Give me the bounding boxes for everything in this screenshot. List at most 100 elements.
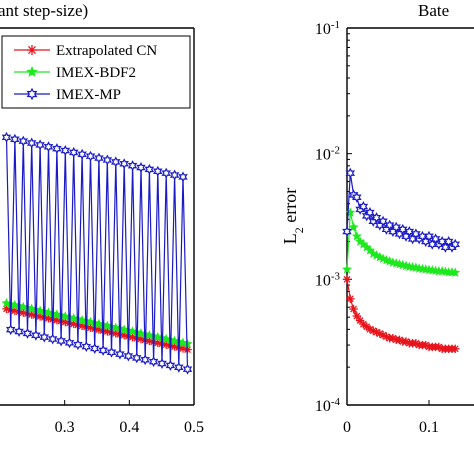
right-y-axis-label: L2 error <box>280 188 306 244</box>
right-chart-panel: Bate 10-110-210-310-4 0 0.1 L2 error <box>280 1 474 436</box>
left-x-tick-label: 0.3 <box>55 419 75 436</box>
left-data-point <box>98 344 108 356</box>
right-data-point <box>434 342 444 352</box>
right-data-point <box>348 221 359 232</box>
left-x-tick-label: 0.5 <box>184 419 204 436</box>
left-data-point <box>43 141 54 153</box>
legend-swatch-marker <box>26 65 38 77</box>
right-data-point <box>372 327 381 337</box>
right-data-point <box>351 231 362 241</box>
left-data-point <box>182 363 193 375</box>
right-data-point <box>352 311 362 321</box>
right-data-point <box>421 340 430 350</box>
legend-label: Extrapolated CN <box>56 43 157 59</box>
left-data-point <box>106 346 117 358</box>
left-data-point <box>161 167 171 179</box>
left-data-point <box>1 131 12 143</box>
legend-item: Extrapolated CN <box>14 43 157 59</box>
left-data-point <box>64 337 75 349</box>
right-data-point <box>382 332 391 341</box>
left-data-point <box>77 148 87 160</box>
right-data-point <box>404 226 415 238</box>
right-data-point <box>395 335 404 345</box>
right-data-point <box>388 334 398 343</box>
left-data-point <box>81 341 92 353</box>
left-data-point <box>60 145 71 157</box>
left-data-point <box>145 336 154 346</box>
left-data-point <box>5 324 16 336</box>
left-data-point <box>10 133 20 145</box>
left-data-point <box>52 315 62 325</box>
right-y-ticks: 10-1 10-2 10-3 10-4 <box>315 19 352 415</box>
left-data-point <box>136 334 146 344</box>
left-data-point <box>169 169 180 181</box>
left-data-point <box>86 323 95 332</box>
left-data-point <box>94 152 104 164</box>
legend-swatch-marker <box>26 87 38 101</box>
left-data-point <box>2 304 11 314</box>
left-data-point <box>153 165 163 177</box>
right-data-point <box>401 337 411 346</box>
right-y-tick-label: 10-3 <box>315 270 341 289</box>
legend-item: IMEX-BDF2 <box>14 65 136 81</box>
legend-items: Extrapolated CN IMEX-BDF2 IMEX-MP <box>14 43 157 103</box>
left-data-point <box>39 331 50 343</box>
right-data-point <box>424 230 434 242</box>
right-data-point <box>369 326 378 335</box>
left-data-point <box>111 156 121 168</box>
right-data-point <box>398 223 408 235</box>
right-data-point <box>371 212 382 224</box>
left-data-point <box>170 342 179 351</box>
legend-item: IMEX-MP <box>14 87 121 103</box>
right-data-point <box>358 200 369 212</box>
left-data-point <box>128 332 137 342</box>
left-plot-series <box>1 131 193 375</box>
left-data-point <box>14 326 24 337</box>
left-chart-title: ant step-size) <box>0 1 88 20</box>
right-data-point <box>378 215 388 227</box>
left-data-point <box>35 312 45 321</box>
left-x-tick-label: 0.4 <box>119 419 139 436</box>
right-data-point <box>342 275 352 284</box>
left-data-point <box>68 146 79 158</box>
left-data-point <box>73 339 83 351</box>
legend: Extrapolated CN IMEX-BDF2 IMEX-MP <box>1 35 191 109</box>
left-data-point <box>115 348 125 360</box>
legend-swatch-marker <box>27 45 37 55</box>
right-plot-series <box>342 167 461 354</box>
left-data-point <box>161 340 171 349</box>
right-series-0 <box>342 275 460 354</box>
left-data-point <box>165 359 176 371</box>
left-series-line <box>5 137 189 370</box>
left-data-point <box>111 329 120 338</box>
left-data-point <box>35 139 45 151</box>
left-data-point <box>132 352 142 364</box>
left-data-point <box>26 137 37 149</box>
right-data-point <box>345 167 356 179</box>
left-data-point <box>178 344 188 353</box>
left-data-point <box>31 329 41 341</box>
left-data-point <box>140 354 150 366</box>
left-data-point <box>102 154 113 166</box>
left-data-point <box>153 338 162 347</box>
right-data-point <box>355 316 365 325</box>
right-y-tick-label: 10-2 <box>315 145 340 164</box>
right-x-tick-label: 0.1 <box>419 419 439 436</box>
right-data-point <box>375 329 384 338</box>
left-series-2 <box>1 131 193 375</box>
left-data-point <box>127 160 138 172</box>
right-x-ticks: 0 0.1 <box>343 400 439 436</box>
left-data-point <box>85 150 96 162</box>
left-data-point <box>89 342 100 354</box>
left-data-point <box>18 135 29 147</box>
left-data-point <box>103 327 112 336</box>
left-data-point <box>52 143 62 155</box>
legend-label: IMEX-BDF2 <box>56 65 136 81</box>
left-data-point <box>44 314 53 323</box>
right-data-point <box>342 226 352 238</box>
left-data-point <box>27 310 36 319</box>
left-data-point <box>94 325 104 334</box>
left-x-ticks: 0.3 0.4 0.5 <box>55 400 204 436</box>
right-data-point <box>378 330 388 340</box>
